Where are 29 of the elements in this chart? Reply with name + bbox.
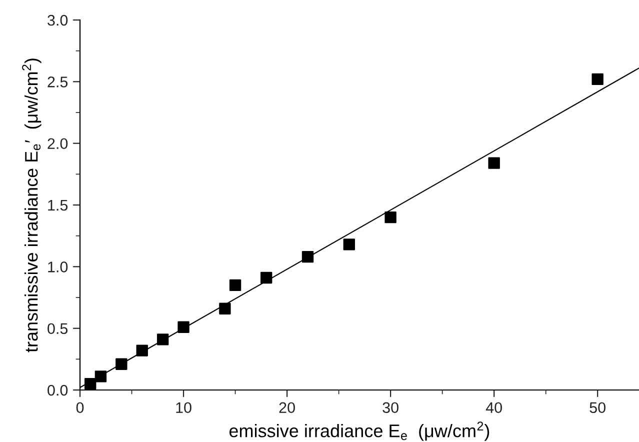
x-tick-label: 50 xyxy=(590,402,606,414)
point xyxy=(229,279,242,292)
point xyxy=(84,378,96,390)
point xyxy=(343,238,355,250)
point xyxy=(384,211,396,224)
point xyxy=(178,321,190,333)
y-tick-label: 0.5 xyxy=(48,323,68,334)
point xyxy=(116,358,128,370)
point xyxy=(260,272,272,284)
point xyxy=(94,370,107,382)
x-tick-label: 0 xyxy=(76,402,84,414)
x-tick-label: 10 xyxy=(176,402,192,414)
y-tick-label: 1.0 xyxy=(48,262,68,272)
x-tick-label: 30 xyxy=(382,402,398,414)
point xyxy=(488,157,500,169)
y-tick-label: 3.0 xyxy=(48,14,68,26)
y-tick-label: 1.5 xyxy=(48,200,68,211)
x-axis-title: emissive irradiance E$_{e}$ (μw/cm$^{2}$) xyxy=(229,422,490,441)
point xyxy=(592,73,604,86)
point xyxy=(219,302,231,314)
y-tick-label: 2.0 xyxy=(48,138,68,150)
x-tick-label: 40 xyxy=(486,402,502,414)
y-axis-title: transmissive irradiance E$_{e}$′ (μw/cm$^{2}$) xyxy=(22,58,42,352)
y-tick-label: 0.0 xyxy=(48,384,68,396)
point xyxy=(136,344,148,356)
point xyxy=(302,250,314,263)
y-tick-label: 2.5 xyxy=(48,76,68,88)
x-tick-label: 20 xyxy=(279,402,295,414)
point xyxy=(156,334,169,346)
